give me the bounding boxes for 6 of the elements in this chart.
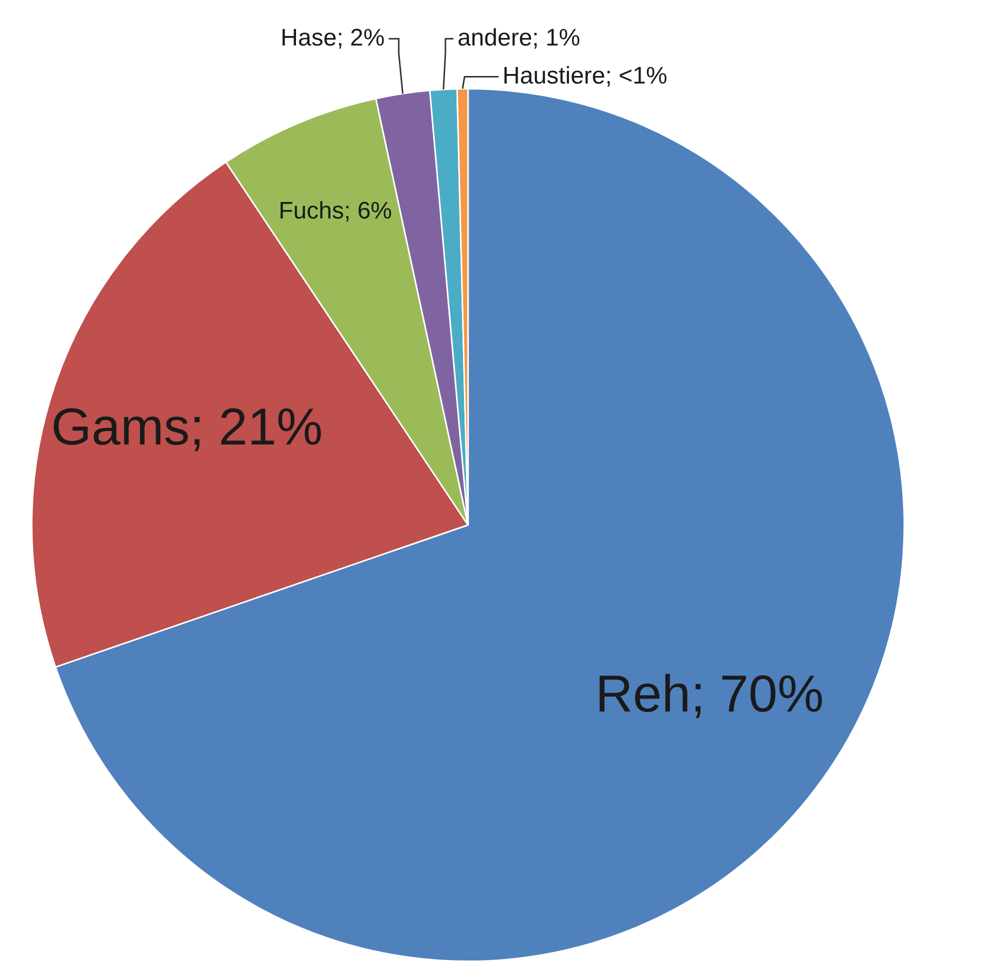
slice-label: Hase; 2% xyxy=(280,24,385,52)
slice-label: andere; 1% xyxy=(457,24,580,52)
slice-label: Gams; 21% xyxy=(51,398,323,456)
slice-label: Fuchs; 6% xyxy=(278,197,392,224)
slice-label: Reh; 70% xyxy=(595,666,824,724)
slice-label: Haustiere; <1% xyxy=(502,62,668,90)
